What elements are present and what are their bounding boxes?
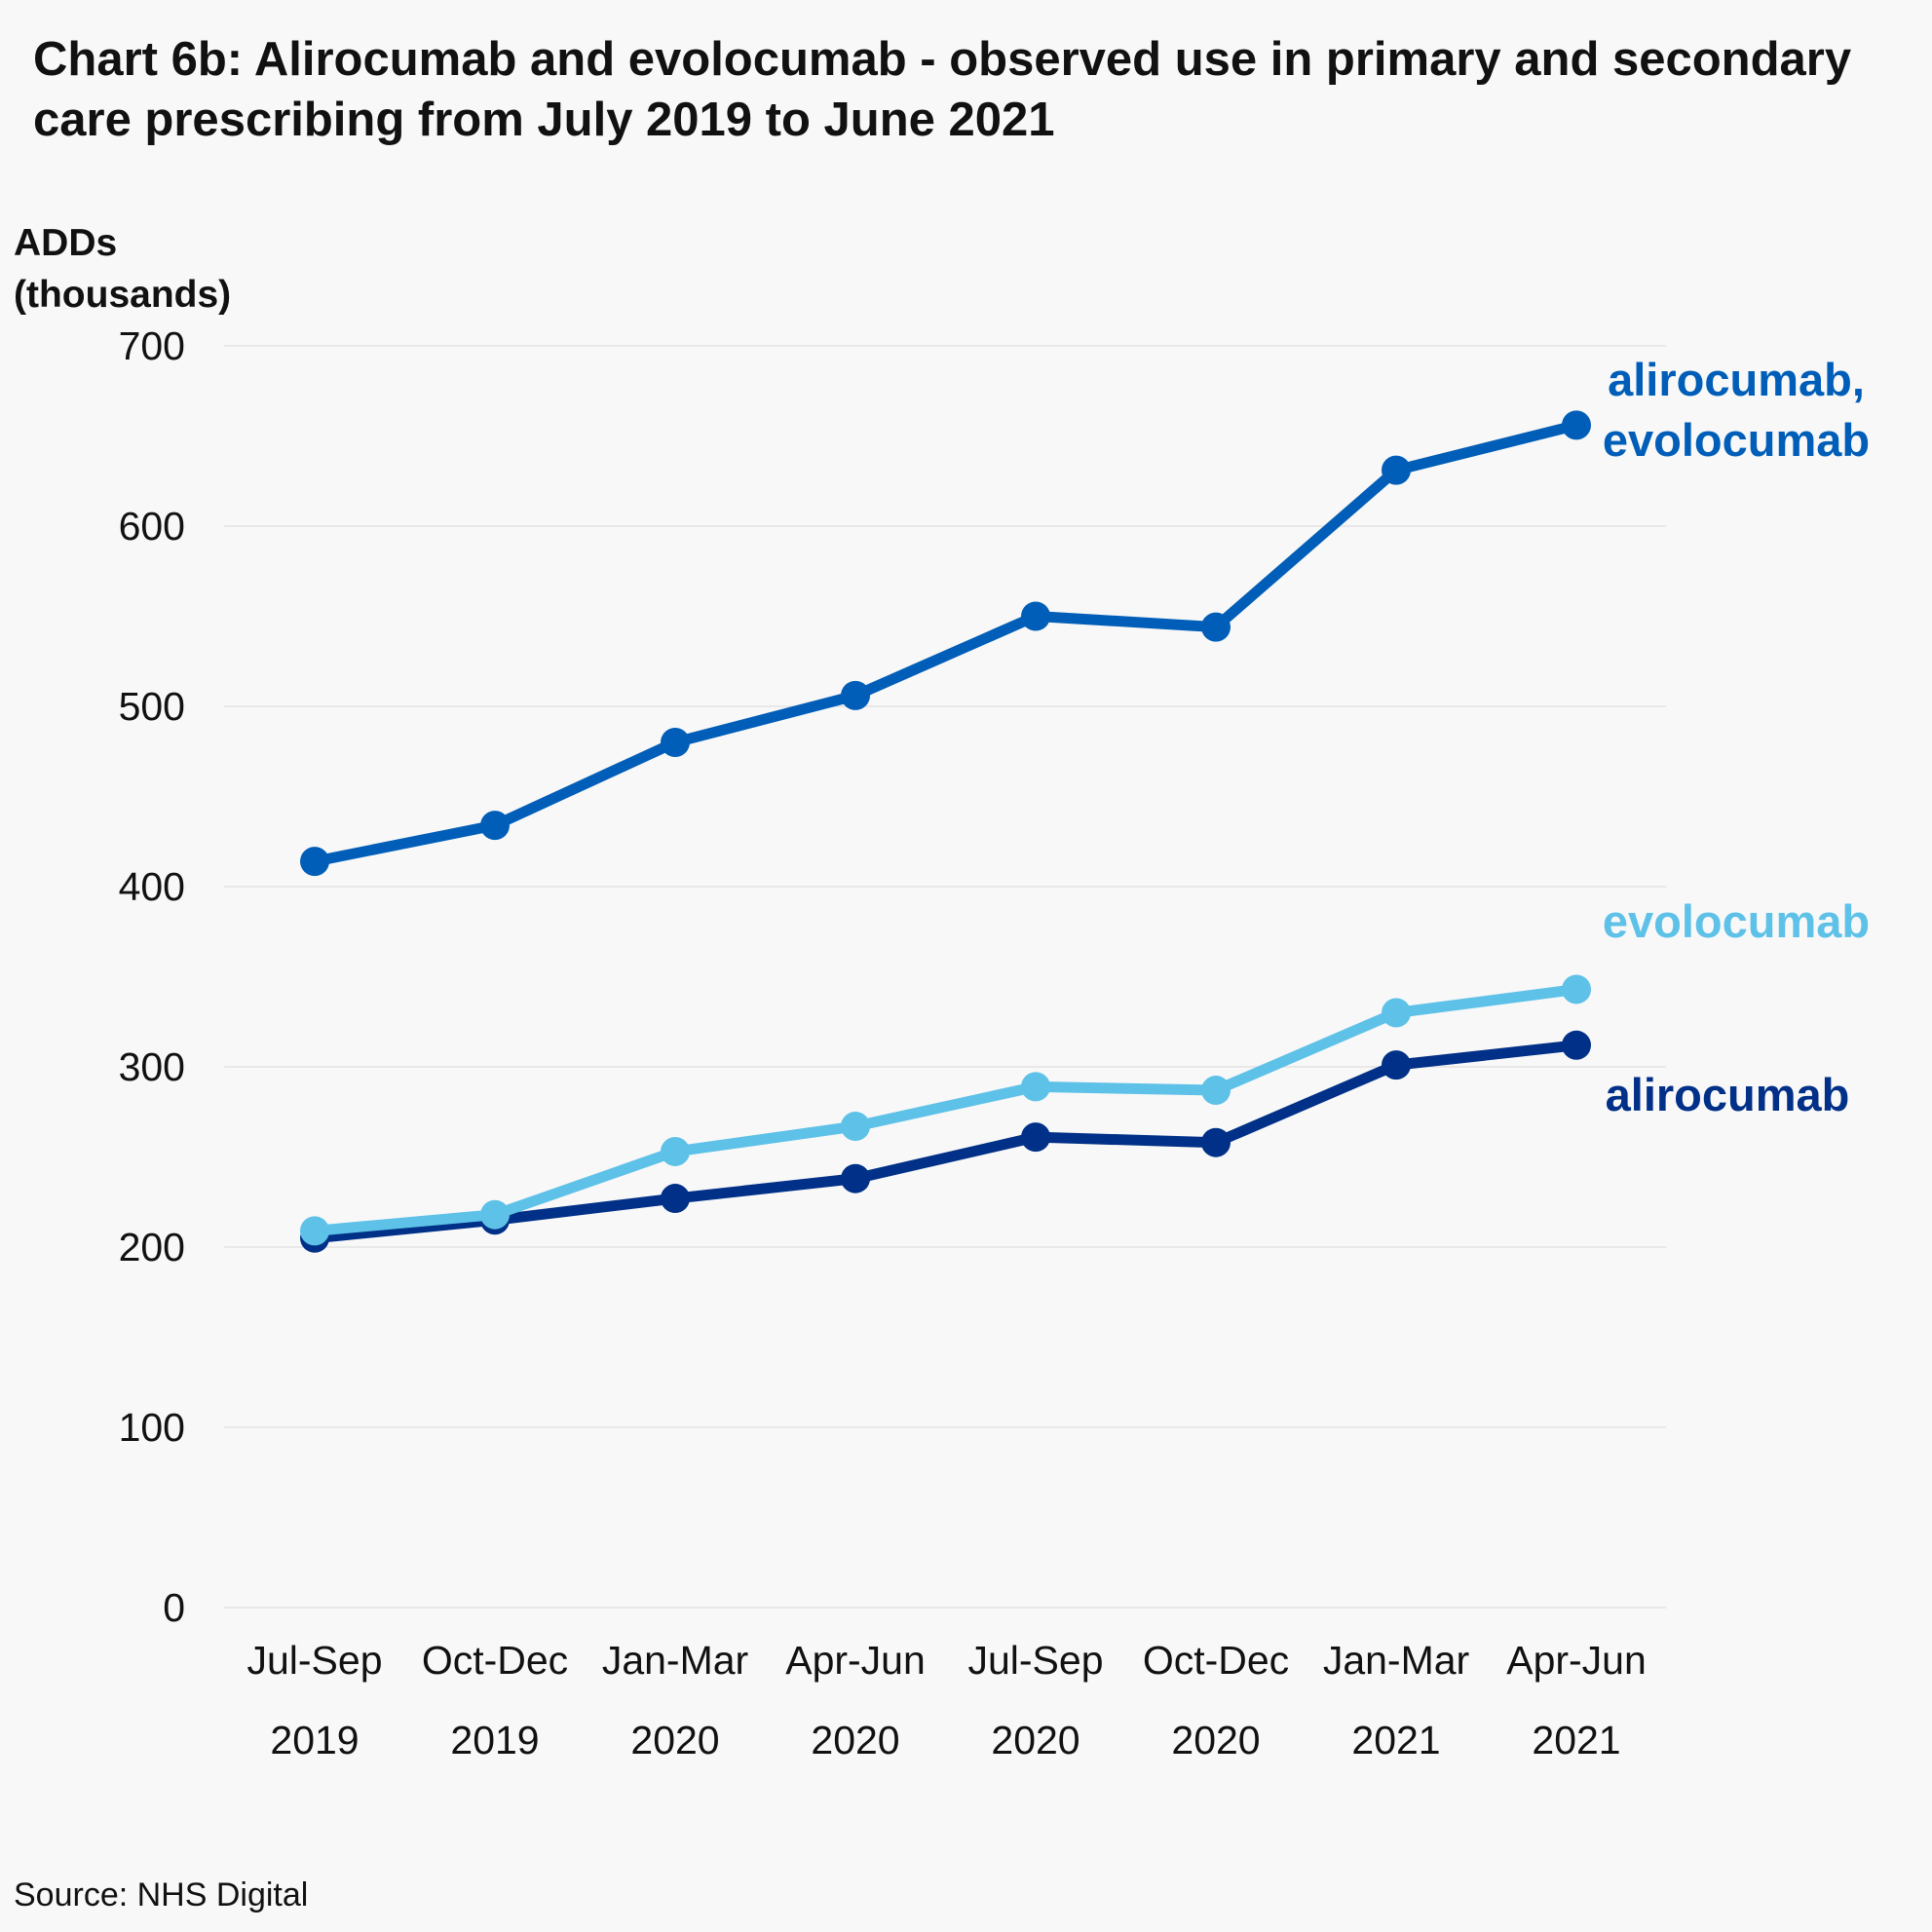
series-2-point-5	[1201, 612, 1231, 642]
series-1-point-6	[1382, 998, 1411, 1028]
chart-title: Chart 6b: Alirocumab and evolocumab - ob…	[33, 33, 1852, 146]
x-axis-ticks: Jul-Sep 2019 Oct-Dec 2019 Jan-Mar 2020 Apr-Jun…	[246, 1638, 1646, 1762]
x-tick-label-0-period: Jul-Sep	[246, 1638, 382, 1683]
y-tick-label-0: 0	[163, 1585, 185, 1630]
series-labels: alirocumab evolocumab alirocumab, evolocuma…	[1603, 354, 1870, 1120]
series-1-point-4	[1021, 1072, 1050, 1102]
series-0-point-5	[1201, 1127, 1231, 1157]
x-tick-label-7-period: Apr-Jun	[1506, 1638, 1647, 1683]
series-0-point-7	[1562, 1030, 1591, 1060]
x-tick-label-5-year: 2020	[1171, 1718, 1260, 1762]
series-1-point-5	[1201, 1076, 1231, 1106]
source-note: Source: NHS Digital	[14, 1876, 309, 1913]
y-tick-label-300: 300	[119, 1044, 185, 1089]
x-tick-label-4-period: Jul-Sep	[967, 1638, 1103, 1683]
x-tick-label-3-period: Apr-Jun	[785, 1638, 926, 1683]
series-2-point-0	[300, 847, 329, 877]
series-0-point-2	[661, 1184, 690, 1214]
series-0-point-4	[1021, 1122, 1050, 1153]
series-1-point-0	[300, 1216, 329, 1246]
series-2-point-6	[1382, 455, 1411, 485]
y-axis-title: ADDs (thousands)	[14, 222, 231, 316]
y-tick-label-700: 700	[119, 323, 185, 368]
series	[300, 410, 1591, 1253]
series-1-point-3	[841, 1112, 870, 1142]
series-1-line	[309, 983, 1582, 1236]
y-axis-title-line-2: (thousands)	[14, 274, 231, 316]
series-0-point-3	[841, 1163, 870, 1193]
x-tick-label-6-year: 2021	[1351, 1718, 1440, 1762]
series-2-point-2	[661, 728, 690, 757]
series-0-line	[309, 1040, 1582, 1244]
x-tick-label-2-year: 2020	[630, 1718, 719, 1762]
y-tick-label-600: 600	[119, 504, 185, 549]
x-tick-label-0-year: 2019	[270, 1718, 359, 1762]
y-axis-ticks: 0 100 200 300 400 500 600 700	[119, 323, 185, 1630]
series-1-point-2	[661, 1136, 690, 1166]
x-tick-label-2-period: Jan-Mar	[602, 1638, 748, 1683]
y-tick-label-500: 500	[119, 684, 185, 729]
gridlines	[224, 345, 1666, 1609]
series-2-point-7	[1562, 410, 1591, 440]
y-tick-label-100: 100	[119, 1405, 185, 1450]
y-axis-title-line-1: ADDs	[14, 222, 117, 264]
x-tick-label-3-year: 2020	[811, 1718, 899, 1762]
series-1	[300, 974, 1591, 1246]
y-tick-label-400: 400	[119, 864, 185, 909]
x-tick-label-4-year: 2020	[991, 1718, 1080, 1762]
x-tick-label-1-year: 2019	[450, 1718, 539, 1762]
x-tick-label-7-year: 2021	[1532, 1718, 1620, 1762]
x-tick-label-6-period: Jan-Mar	[1323, 1638, 1469, 1683]
series-0-point-6	[1382, 1050, 1411, 1080]
series-label-2-line-1: evolocumab	[1603, 414, 1870, 466]
series-2-point-3	[841, 680, 870, 710]
series-2-point-1	[480, 811, 510, 841]
series-1-point-1	[480, 1199, 510, 1230]
series-1-point-7	[1562, 974, 1591, 1004]
series-label-0-line-0: alirocumab	[1606, 1069, 1850, 1120]
x-tick-label-1-period: Oct-Dec	[422, 1638, 568, 1683]
series-2	[300, 410, 1591, 877]
series-label-2-line-0: alirocumab,	[1608, 354, 1865, 405]
y-tick-label-200: 200	[119, 1225, 185, 1269]
series-label-1-line-0: evolocumab	[1603, 895, 1870, 947]
series-2-line	[309, 419, 1582, 867]
x-tick-label-5-period: Oct-Dec	[1143, 1638, 1289, 1683]
series-2-point-4	[1021, 601, 1050, 631]
